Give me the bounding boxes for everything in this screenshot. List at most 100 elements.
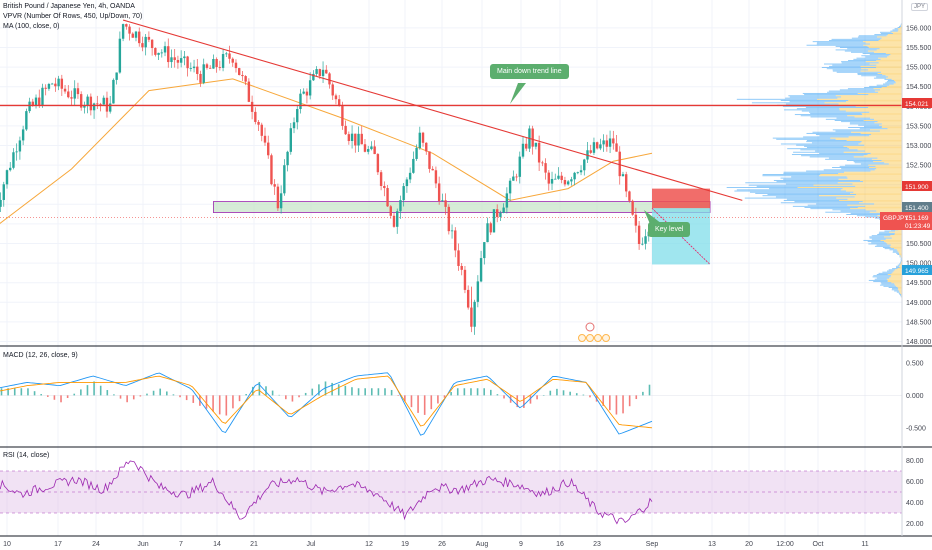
vp-bar-down bbox=[846, 101, 902, 103]
candle-body bbox=[434, 170, 438, 184]
vp-bar-down bbox=[874, 122, 902, 124]
candle-body bbox=[466, 289, 470, 308]
price-tick-label: 149.000 bbox=[906, 300, 931, 307]
currency-badge[interactable]: JPY bbox=[910, 3, 928, 11]
candle-body bbox=[483, 242, 486, 259]
candle-body bbox=[21, 129, 25, 141]
macd-histogram-bar bbox=[390, 389, 393, 396]
vp-bar-up bbox=[893, 250, 898, 252]
vp-bar-up bbox=[897, 27, 901, 29]
candle-body bbox=[547, 172, 550, 184]
vp-bar-down bbox=[850, 192, 902, 194]
vp-bar-up bbox=[896, 252, 900, 254]
vp-bar-down bbox=[887, 128, 902, 130]
vp-bar-down bbox=[891, 78, 902, 80]
pane-separators[interactable] bbox=[0, 345, 932, 537]
macd-histogram-bar bbox=[7, 388, 9, 396]
rsi-line bbox=[0, 460, 653, 525]
time-tick-label: Jul bbox=[307, 541, 316, 548]
vp-bar-up bbox=[881, 283, 895, 285]
vp-bar-up bbox=[878, 232, 895, 234]
vp-bar-up bbox=[868, 243, 888, 245]
vp-bar-down bbox=[895, 82, 902, 84]
vp-bar-down bbox=[857, 92, 902, 94]
vp-bar-down bbox=[860, 179, 902, 181]
vp-bar-up bbox=[775, 196, 855, 198]
macd-panel: 0.500 0.000 -0.500 bbox=[0, 360, 926, 436]
candle-body bbox=[408, 172, 412, 180]
ma-legend[interactable]: MA (100, close, 0) bbox=[3, 23, 60, 30]
moving-average bbox=[0, 78, 653, 224]
macd-histogram-bar bbox=[265, 386, 267, 396]
vp-bar-down bbox=[870, 117, 902, 119]
candle-body bbox=[286, 151, 289, 166]
price-tags: 154.021 151.900 151.400 GBPJPY 151.169 0… bbox=[880, 98, 932, 275]
vp-bar-up bbox=[762, 175, 820, 177]
macd-histogram-bar bbox=[245, 394, 247, 396]
vp-bar-down bbox=[865, 209, 902, 211]
candle-body bbox=[373, 146, 376, 155]
vp-bar-up bbox=[794, 114, 863, 116]
vp-bar-up bbox=[896, 291, 900, 293]
candle-body bbox=[308, 80, 312, 96]
macd-histogram-bar bbox=[146, 393, 148, 396]
price-tick-label: 153.500 bbox=[906, 123, 931, 130]
vp-bar-down bbox=[891, 237, 902, 239]
time-axis[interactable]: 10 17 24 Jun 7 14 21 Jul 12 19 26 Aug 9 16 23 Sep 13 20 12… bbox=[3, 541, 869, 548]
vp-bar-up bbox=[780, 143, 859, 145]
vp-bar-down bbox=[842, 188, 902, 190]
vp-bar-down bbox=[876, 64, 902, 66]
macd-histogram-bar bbox=[298, 395, 300, 398]
vp-bar-up bbox=[810, 116, 855, 118]
vp-bar-up bbox=[857, 74, 883, 76]
candle-body bbox=[157, 52, 160, 55]
vp-bar-up bbox=[836, 117, 871, 119]
trendlines[interactable] bbox=[0, 19, 902, 224]
key-level-callout[interactable]: Key level bbox=[648, 222, 691, 237]
vp-bar-down bbox=[899, 252, 902, 254]
vp-bar-down bbox=[817, 98, 902, 100]
vp-bar-up bbox=[899, 25, 902, 27]
macd-histogram-bar bbox=[404, 395, 406, 402]
candle-body bbox=[570, 179, 573, 182]
vp-bar-down bbox=[900, 263, 902, 265]
vp-bar-down bbox=[863, 120, 902, 121]
vp-bar-down bbox=[874, 51, 902, 53]
vp-bar-up bbox=[861, 55, 889, 57]
vpvr-legend[interactable]: VPVR (Number Of Rows, 450, Up/Down, 70) bbox=[3, 13, 143, 20]
vp-bar-up bbox=[801, 155, 864, 157]
macd-legend[interactable]: MACD (12, 26, close, 9) bbox=[3, 352, 78, 359]
candle-body bbox=[415, 148, 418, 159]
event-markers[interactable] bbox=[578, 322, 610, 342]
candle-body bbox=[476, 281, 480, 302]
vp-bar-down bbox=[878, 57, 902, 59]
trend-line-callout[interactable]: Main down trend line bbox=[490, 64, 569, 79]
candle-body bbox=[383, 185, 386, 189]
candle-body bbox=[392, 215, 396, 227]
candle-body bbox=[296, 109, 299, 123]
vp-bar-up bbox=[815, 134, 872, 136]
vp-bar-up bbox=[839, 89, 881, 91]
vp-bar-down bbox=[864, 144, 902, 146]
macd-histogram-bar bbox=[423, 395, 426, 415]
resistance-tag: 154.021 bbox=[905, 101, 929, 108]
vp-bar-up bbox=[787, 148, 850, 150]
vp-bar-down bbox=[879, 124, 902, 126]
time-tick-label: 21 bbox=[250, 541, 258, 548]
macd-histogram-bar bbox=[536, 395, 538, 400]
price-tick-label: 155.500 bbox=[906, 45, 931, 52]
candle-body bbox=[341, 105, 344, 126]
vp-bar-down bbox=[861, 141, 902, 143]
rsi-tick-label: 40.00 bbox=[906, 500, 924, 507]
vp-bar-up bbox=[900, 258, 902, 260]
vp-bar-up bbox=[829, 40, 879, 41]
macd-histogram-bar bbox=[73, 393, 76, 396]
vp-bar-up bbox=[839, 165, 876, 167]
vp-bar-up bbox=[762, 195, 820, 197]
vp-bar-up bbox=[846, 214, 885, 215]
macd-histogram-bar bbox=[60, 395, 62, 403]
vp-bar-down bbox=[880, 89, 902, 91]
vp-bar-up bbox=[853, 58, 881, 60]
rsi-legend[interactable]: RSI (14, close) bbox=[3, 452, 50, 459]
